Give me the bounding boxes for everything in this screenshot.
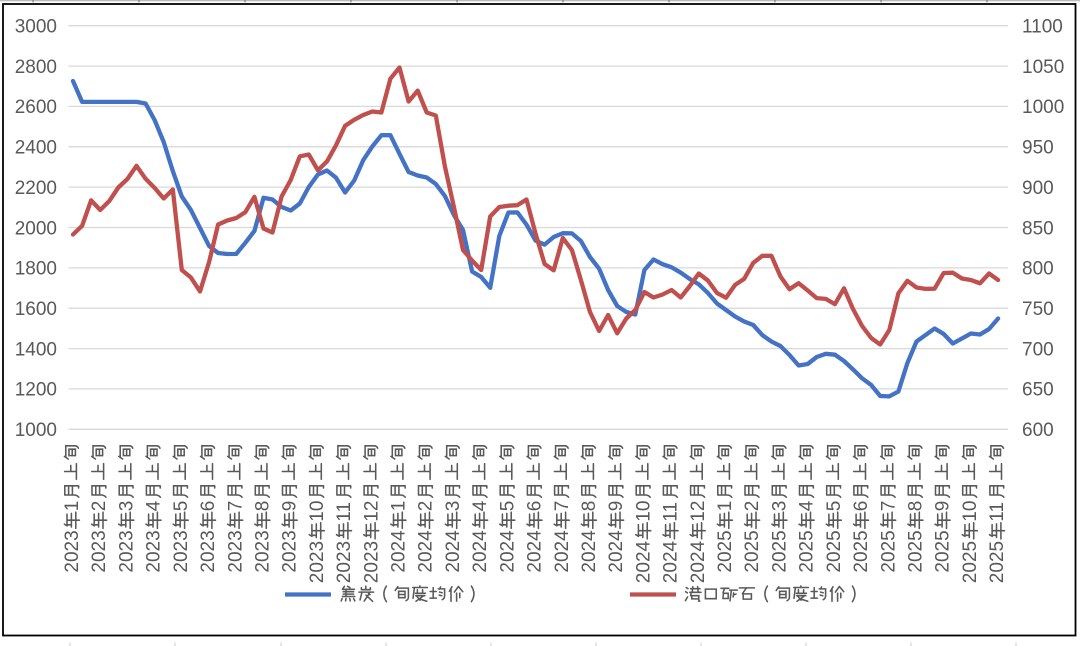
svg-text:10: 10 — [633, 501, 654, 522]
svg-text:2024: 2024 — [525, 530, 546, 573]
svg-text:9: 9 — [933, 501, 954, 512]
svg-text:2000: 2000 — [15, 218, 57, 239]
svg-text:2025: 2025 — [824, 530, 845, 572]
svg-text:2023: 2023 — [89, 530, 110, 572]
svg-text:10: 10 — [960, 501, 981, 522]
svg-text:2025: 2025 — [960, 541, 981, 583]
svg-text:2: 2 — [742, 501, 763, 512]
svg-text:12: 12 — [688, 501, 709, 522]
svg-text:2400: 2400 — [15, 138, 57, 159]
svg-text:6: 6 — [851, 501, 872, 512]
svg-text:8: 8 — [579, 501, 600, 512]
svg-text:2023: 2023 — [198, 530, 219, 572]
svg-text:2025: 2025 — [770, 530, 791, 572]
svg-text:2024: 2024 — [688, 540, 709, 583]
svg-text:2025: 2025 — [906, 530, 927, 572]
svg-text:10: 10 — [307, 501, 328, 522]
svg-text:1: 1 — [715, 501, 736, 512]
svg-text:1100: 1100 — [1022, 17, 1063, 38]
svg-text:2025: 2025 — [851, 530, 872, 572]
svg-text:2023: 2023 — [116, 530, 137, 572]
svg-text:2024: 2024 — [552, 530, 573, 573]
svg-text:8: 8 — [906, 501, 927, 512]
svg-text:6: 6 — [525, 501, 546, 512]
svg-text:900: 900 — [1022, 178, 1054, 199]
svg-text:1050: 1050 — [1022, 57, 1064, 78]
svg-text:3: 3 — [770, 501, 791, 512]
svg-text:2023: 2023 — [361, 541, 382, 583]
svg-text:2024: 2024 — [389, 530, 410, 573]
svg-text:8: 8 — [253, 501, 274, 512]
svg-text:2023: 2023 — [62, 530, 83, 572]
svg-text:2023: 2023 — [280, 530, 301, 572]
svg-text:1000: 1000 — [15, 420, 57, 441]
svg-text:2025: 2025 — [878, 530, 899, 572]
svg-text:1: 1 — [389, 501, 410, 512]
svg-text:2200: 2200 — [15, 178, 57, 199]
svg-text:2024: 2024 — [470, 530, 491, 573]
svg-text:950: 950 — [1022, 138, 1054, 159]
svg-text:2024: 2024 — [661, 540, 682, 583]
svg-text:750: 750 — [1022, 299, 1054, 320]
svg-text:7: 7 — [225, 501, 246, 512]
svg-text:11: 11 — [987, 502, 1008, 522]
svg-text:2024: 2024 — [579, 530, 600, 573]
svg-text:2023: 2023 — [144, 530, 165, 572]
svg-text:650: 650 — [1022, 380, 1054, 401]
svg-text:9: 9 — [280, 501, 301, 512]
svg-text:1800: 1800 — [15, 259, 57, 280]
svg-text:2024: 2024 — [416, 530, 437, 573]
svg-text:1400: 1400 — [15, 339, 57, 360]
svg-text:4: 4 — [144, 500, 165, 511]
svg-text:5: 5 — [824, 501, 845, 512]
svg-text:2: 2 — [89, 501, 110, 512]
svg-text:3: 3 — [443, 501, 464, 512]
svg-text:850: 850 — [1022, 218, 1054, 239]
svg-text:2025: 2025 — [742, 530, 763, 572]
svg-text:9: 9 — [606, 501, 627, 512]
svg-text:2600: 2600 — [15, 97, 57, 118]
svg-text:6: 6 — [198, 501, 219, 512]
svg-text:12: 12 — [361, 501, 382, 522]
svg-text:11: 11 — [334, 502, 355, 522]
svg-text:2024: 2024 — [633, 540, 654, 583]
svg-text:1: 1 — [62, 501, 83, 512]
svg-text:2023: 2023 — [225, 530, 246, 572]
svg-text:2023: 2023 — [307, 541, 328, 583]
svg-text:4: 4 — [470, 500, 491, 511]
svg-text:4: 4 — [797, 500, 818, 511]
svg-text:1200: 1200 — [15, 380, 57, 401]
svg-text:2024: 2024 — [497, 530, 518, 573]
svg-text:2024: 2024 — [606, 530, 627, 573]
svg-text:3000: 3000 — [15, 17, 57, 38]
svg-text:2025: 2025 — [933, 530, 954, 572]
svg-text:2023: 2023 — [253, 530, 274, 572]
svg-text:2024: 2024 — [443, 530, 464, 573]
svg-text:2: 2 — [416, 501, 437, 512]
svg-text:2025: 2025 — [797, 530, 818, 572]
svg-text:5: 5 — [497, 501, 518, 512]
svg-text:2023: 2023 — [171, 530, 192, 572]
svg-text:1000: 1000 — [1022, 97, 1064, 118]
svg-text:2025: 2025 — [715, 530, 736, 572]
svg-text:7: 7 — [552, 501, 573, 512]
svg-text:2800: 2800 — [15, 57, 57, 78]
svg-text:700: 700 — [1022, 339, 1054, 360]
svg-text:2025: 2025 — [987, 541, 1008, 583]
svg-text:5: 5 — [171, 501, 192, 512]
svg-text:800: 800 — [1022, 259, 1054, 280]
svg-text:11: 11 — [661, 502, 682, 522]
svg-text:2023: 2023 — [334, 541, 355, 583]
svg-text:7: 7 — [878, 501, 899, 512]
svg-text:3: 3 — [116, 501, 137, 512]
svg-text:1600: 1600 — [15, 299, 57, 320]
svg-text:600: 600 — [1022, 420, 1054, 441]
